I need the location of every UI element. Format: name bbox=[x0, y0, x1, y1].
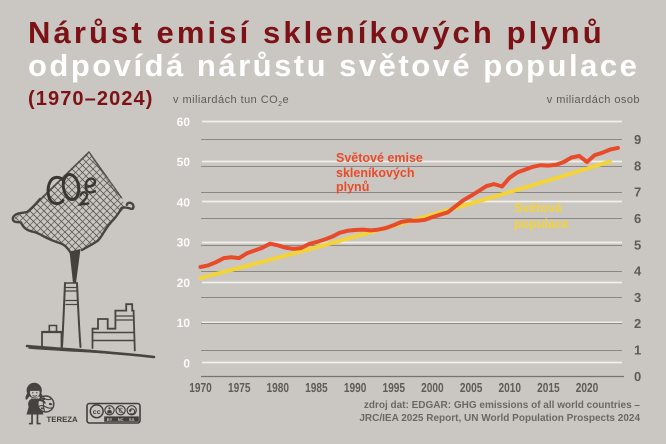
svg-text:4: 4 bbox=[634, 264, 642, 279]
svg-text:10: 10 bbox=[177, 316, 191, 330]
svg-text:BY: BY bbox=[107, 417, 113, 422]
svg-text:1975: 1975 bbox=[228, 380, 251, 395]
svg-text:1980: 1980 bbox=[267, 380, 290, 395]
svg-text:1970: 1970 bbox=[189, 380, 212, 395]
svg-text:30: 30 bbox=[177, 236, 191, 250]
svg-text:0: 0 bbox=[634, 369, 641, 384]
svg-text:2000: 2000 bbox=[421, 380, 444, 395]
svg-text:3: 3 bbox=[634, 290, 641, 305]
svg-text:20: 20 bbox=[177, 276, 191, 290]
svg-text:2: 2 bbox=[634, 316, 641, 331]
svg-text:5: 5 bbox=[634, 237, 641, 252]
svg-text:50: 50 bbox=[177, 155, 191, 169]
svg-text:1995: 1995 bbox=[383, 380, 406, 395]
svg-text:40: 40 bbox=[177, 195, 191, 209]
svg-text:8: 8 bbox=[634, 158, 641, 173]
svg-text:2005: 2005 bbox=[460, 380, 483, 395]
svg-text:1985: 1985 bbox=[305, 380, 328, 395]
svg-text:cc: cc bbox=[93, 409, 101, 416]
svg-text:1990: 1990 bbox=[344, 380, 367, 395]
svg-text:TEREZA: TEREZA bbox=[47, 415, 79, 424]
svg-text:2015: 2015 bbox=[537, 380, 560, 395]
svg-text:2010: 2010 bbox=[498, 380, 521, 395]
svg-text:SA: SA bbox=[129, 417, 135, 422]
svg-text:2020: 2020 bbox=[576, 380, 599, 395]
svg-text:60: 60 bbox=[177, 115, 191, 129]
svg-text:1: 1 bbox=[634, 343, 641, 358]
svg-text:6: 6 bbox=[634, 211, 641, 226]
svg-text:NC: NC bbox=[118, 417, 124, 422]
svg-text:0: 0 bbox=[183, 356, 190, 370]
svg-text:9: 9 bbox=[634, 132, 641, 147]
svg-text:7: 7 bbox=[634, 185, 641, 200]
